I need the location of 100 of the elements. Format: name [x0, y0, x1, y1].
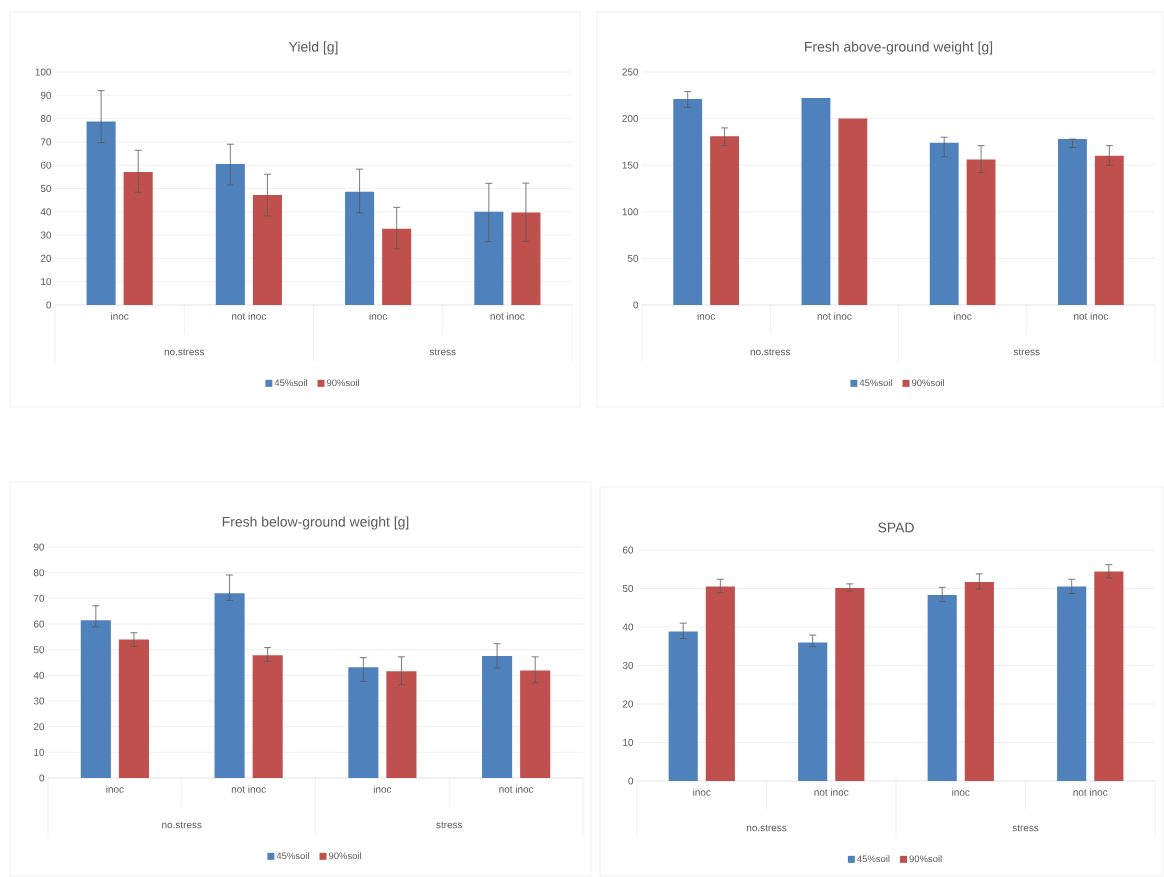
bar — [214, 593, 245, 778]
legend-label: 45%soil — [274, 379, 307, 387]
y-tick-label: 40 — [33, 671, 45, 679]
text: no.stress — [746, 824, 787, 832]
bar — [482, 656, 513, 778]
y-tick-label: 80 — [33, 569, 45, 577]
legend-label: 45%soil — [276, 852, 309, 860]
y-tick-label: 200 — [622, 115, 639, 123]
bar — [964, 581, 994, 781]
y-tick-label: 50 — [627, 254, 639, 262]
chart-title: SPAD — [878, 522, 914, 533]
y-tick-label: 50 — [33, 646, 45, 654]
y-tick-label: 100 — [35, 68, 52, 76]
chart-title: Yield [g] — [288, 41, 338, 55]
y-tick-label: 20 — [33, 723, 45, 731]
y-tick-label: 150 — [622, 161, 639, 169]
y-tick-label: 30 — [40, 231, 52, 239]
bar — [348, 667, 379, 778]
y-tick-label: 60 — [33, 620, 45, 628]
bar — [1058, 139, 1087, 305]
bar — [252, 195, 282, 305]
x-tick-label: not inoc — [232, 312, 267, 320]
y-tick-label: 0 — [39, 774, 45, 782]
y-tick-label: 10 — [623, 738, 634, 747]
legend-label: 45%soil — [859, 379, 892, 387]
bar — [673, 99, 703, 305]
bar — [345, 191, 375, 305]
text: no.stress — [164, 348, 205, 356]
x-tick-label: inoc — [106, 785, 124, 793]
y-tick-label: 90 — [33, 543, 45, 551]
bar — [801, 98, 831, 305]
y-tick-label: 70 — [40, 138, 52, 146]
y-tick-label: 70 — [33, 594, 45, 602]
y-tick-label: 0 — [633, 301, 639, 309]
bar — [798, 642, 828, 781]
bar — [215, 164, 245, 305]
bar — [966, 159, 996, 305]
text: stress — [1013, 348, 1040, 356]
bar — [838, 118, 868, 305]
bar — [123, 171, 153, 305]
y-tick-label: 100 — [622, 208, 639, 216]
y-tick-label: 0 — [46, 301, 52, 309]
bar — [835, 588, 865, 781]
y-tick-label: 30 — [33, 697, 45, 705]
x-tick-label: inoc — [954, 312, 972, 320]
bar — [1057, 586, 1087, 781]
text: no.stress — [162, 821, 202, 829]
x-tick-label: inoc — [373, 785, 392, 793]
chart-title: Fresh above-ground weight [g] — [805, 41, 993, 55]
text: stress — [429, 348, 456, 356]
text: stress — [1012, 824, 1039, 832]
bar — [386, 671, 417, 778]
x-tick-label: inoc — [697, 312, 716, 320]
bar — [86, 121, 116, 305]
bar — [668, 631, 698, 781]
x-tick-label: inoc — [111, 312, 129, 320]
bar — [710, 136, 739, 305]
bar — [1094, 571, 1124, 781]
y-tick-label: 40 — [622, 623, 634, 631]
x-tick-label: not inoc — [1074, 312, 1109, 320]
chart-title: Fresh below-ground weight [g] — [222, 516, 409, 530]
x-tick-label: inoc — [369, 312, 387, 320]
bar — [520, 670, 551, 778]
bar — [474, 211, 504, 305]
x-tick-label: not inoc — [490, 312, 525, 320]
bar — [511, 212, 541, 305]
y-tick-label: 50 — [40, 184, 52, 192]
x-tick-label: not inoc — [814, 788, 849, 796]
bar — [1094, 155, 1124, 305]
bar — [382, 228, 412, 305]
x-tick-label: not inoc — [1073, 788, 1108, 796]
y-tick-label: 250 — [622, 68, 639, 76]
y-tick-label: 60 — [622, 546, 634, 554]
legend-label: 90%soil — [909, 855, 942, 863]
text: stress — [436, 821, 463, 829]
x-tick-label: inoc — [693, 788, 711, 796]
x-tick-label: not inoc — [499, 785, 534, 793]
bar — [80, 620, 111, 778]
y-tick-label: 80 — [40, 115, 52, 123]
y-tick-label: 10 — [41, 278, 52, 286]
legend-label: 90%soil — [328, 852, 362, 860]
text: no.stress — [750, 348, 791, 356]
y-tick-label: 40 — [40, 208, 52, 216]
y-tick-label: 60 — [40, 161, 52, 169]
x-tick-label: not inoc — [231, 785, 266, 793]
y-tick-label: 90 — [40, 91, 52, 99]
x-tick-label: not inoc — [817, 312, 852, 320]
y-tick-label: 30 — [622, 661, 634, 670]
y-tick-label: 0 — [628, 777, 634, 785]
x-tick-label: inoc — [952, 788, 970, 796]
legend-label: 90%soil — [911, 379, 945, 387]
bar — [705, 586, 735, 781]
y-tick-label: 20 — [40, 254, 52, 262]
bar — [252, 655, 283, 778]
y-tick-label: 10 — [34, 748, 45, 756]
bar — [927, 595, 957, 781]
y-tick-label: 50 — [622, 584, 634, 593]
y-tick-label: 20 — [622, 700, 634, 708]
bar — [929, 142, 959, 305]
legend-label: 45%soil — [857, 855, 890, 863]
